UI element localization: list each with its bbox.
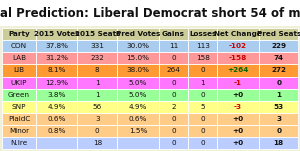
Text: PlaidC: PlaidC [8, 116, 30, 122]
Text: 229: 229 [271, 43, 286, 49]
Text: Pred Votes: Pred Votes [116, 31, 160, 37]
Text: 331: 331 [90, 43, 104, 49]
Text: 232: 232 [90, 55, 104, 61]
Text: 0: 0 [200, 140, 205, 146]
Text: 15.0%: 15.0% [126, 55, 149, 61]
Text: 264: 264 [167, 67, 180, 74]
Text: 2015 Votes: 2015 Votes [34, 31, 80, 37]
Text: +264: +264 [227, 67, 249, 74]
Text: -102: -102 [229, 43, 247, 49]
Text: 0.6%: 0.6% [47, 116, 66, 122]
Text: 74: 74 [274, 55, 284, 61]
Text: 3.8%: 3.8% [47, 92, 66, 98]
Text: -158: -158 [229, 55, 247, 61]
Text: 0: 0 [171, 140, 176, 146]
Text: 3: 3 [95, 116, 100, 122]
Text: Gains: Gains [162, 31, 185, 37]
Text: 272: 272 [271, 67, 286, 74]
Text: +0: +0 [232, 116, 244, 122]
Text: Pred Seats: Pred Seats [256, 31, 300, 37]
Text: 2: 2 [171, 104, 176, 110]
Text: 158: 158 [196, 55, 209, 61]
Text: 4.9%: 4.9% [129, 104, 147, 110]
Text: 37.8%: 37.8% [45, 43, 68, 49]
Text: CON: CON [11, 43, 27, 49]
Text: 1: 1 [95, 80, 100, 86]
Text: Losses: Losses [189, 31, 216, 37]
Text: N.Ire: N.Ire [11, 140, 28, 146]
Text: 8: 8 [95, 67, 100, 74]
Text: 0: 0 [171, 80, 176, 86]
Text: 0: 0 [171, 128, 176, 134]
Text: 18: 18 [93, 140, 102, 146]
Text: 5.0%: 5.0% [129, 80, 147, 86]
Text: 38.0%: 38.0% [126, 67, 149, 74]
Text: 0.8%: 0.8% [47, 128, 66, 134]
Text: 8.1%: 8.1% [47, 67, 66, 74]
Text: SNP: SNP [12, 104, 26, 110]
Text: 1: 1 [95, 92, 100, 98]
Text: 0.6%: 0.6% [129, 116, 147, 122]
Text: Party: Party [8, 31, 30, 37]
Text: 11: 11 [169, 43, 178, 49]
Text: 12.9%: 12.9% [45, 80, 68, 86]
Text: 1: 1 [200, 80, 205, 86]
Text: Net Change: Net Change [214, 31, 262, 37]
Text: 30.0%: 30.0% [126, 43, 149, 49]
Text: 5: 5 [200, 104, 205, 110]
Text: -3: -3 [234, 104, 242, 110]
Text: 0: 0 [171, 55, 176, 61]
Text: UKIP: UKIP [11, 80, 27, 86]
Text: +0: +0 [232, 128, 244, 134]
Text: 0: 0 [200, 92, 205, 98]
Text: 1: 1 [276, 92, 281, 98]
Text: 113: 113 [196, 43, 209, 49]
Text: 0: 0 [171, 116, 176, 122]
Text: 18: 18 [274, 140, 284, 146]
Text: 0: 0 [200, 128, 205, 134]
Text: 3: 3 [276, 116, 281, 122]
Text: +0: +0 [232, 92, 244, 98]
Text: -1: -1 [234, 80, 242, 86]
Text: 0: 0 [171, 92, 176, 98]
Text: 4.9%: 4.9% [47, 104, 66, 110]
Text: 5.0%: 5.0% [129, 92, 147, 98]
Text: 2015 Seats: 2015 Seats [74, 31, 120, 37]
Text: 0: 0 [200, 116, 205, 122]
Text: 0: 0 [200, 67, 205, 74]
Text: 53: 53 [274, 104, 284, 110]
Text: Green: Green [8, 92, 30, 98]
Text: 56: 56 [93, 104, 102, 110]
Text: National Prediction: Liberal Democrat short 54 of majority: National Prediction: Liberal Democrat sh… [0, 7, 300, 20]
Text: 0: 0 [276, 128, 281, 134]
Text: 1.5%: 1.5% [129, 128, 147, 134]
Text: Minor: Minor [9, 128, 29, 134]
Text: 0: 0 [276, 80, 281, 86]
Text: 31.2%: 31.2% [45, 55, 68, 61]
Text: 0: 0 [95, 128, 100, 134]
Text: +0: +0 [232, 140, 244, 146]
Text: LAB: LAB [12, 55, 26, 61]
Text: LIB: LIB [14, 67, 25, 74]
